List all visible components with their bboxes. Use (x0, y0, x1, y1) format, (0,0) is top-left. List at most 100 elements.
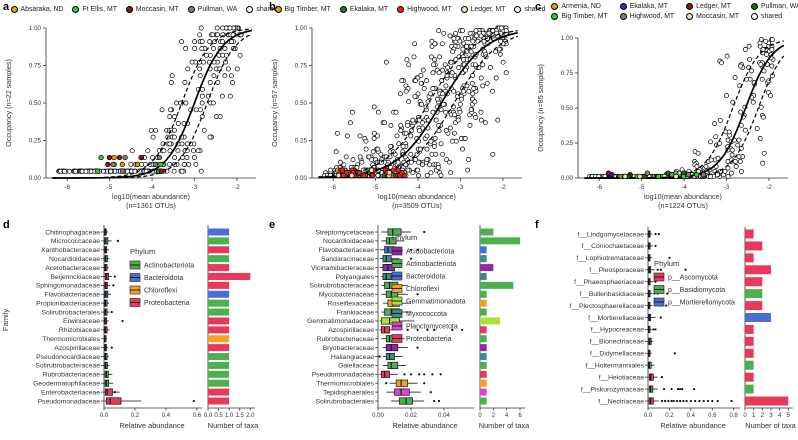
phylum-legend-title: Phylum (654, 259, 679, 268)
family-row: f__Lindgomycetaceae (577, 229, 754, 239)
otu-point (199, 93, 205, 99)
otu-point (403, 88, 409, 94)
outlier-point (403, 373, 406, 376)
site-point (95, 168, 101, 174)
otu-point (179, 39, 185, 45)
site-legend-item: Ledger, MT (686, 3, 739, 10)
family-label: Rubrobacteriaceae (43, 372, 101, 379)
box-x-tick-label: 0.04 (438, 413, 450, 419)
taxa-bar (208, 264, 230, 272)
otu-point (357, 154, 363, 160)
x-tick-label: -6 (330, 184, 336, 191)
taxa-bar (480, 370, 487, 378)
y-axis-label: Family (1, 309, 10, 332)
outlier-point (660, 376, 664, 379)
taxa-bar (480, 397, 487, 405)
family-label: Enterobacteriaceae (41, 389, 100, 396)
otu-point (349, 109, 355, 115)
y-tick-label: 0.00 (295, 175, 308, 182)
phylum-legend: Phylum Acidobacteriota Actinobacteriota Bac… (391, 233, 466, 343)
otu-point (171, 168, 177, 174)
bar-x-tick-label: 6 (518, 413, 522, 419)
taxa-bar (480, 388, 487, 396)
otu-point (428, 54, 434, 60)
otu-point (424, 157, 430, 163)
otu-point (428, 170, 434, 176)
otu-point (408, 159, 414, 165)
otu-point (67, 168, 73, 174)
panel-f: f 0.0 0.2 0.4 0.6 0.8 0 1 2 3 4 5 Relative abundanc… (532, 218, 798, 440)
otu-point (148, 127, 154, 133)
otu-point (210, 100, 216, 106)
otu-point (708, 139, 713, 145)
otu-point (195, 148, 201, 154)
otu-point (405, 167, 411, 173)
site-point (158, 168, 164, 174)
site-point (98, 154, 104, 161)
y-tick-label: 1.00 (295, 25, 308, 32)
bar-x-tick-label: 1.5 (236, 413, 245, 419)
outlier-point (409, 373, 413, 376)
bar-x-tick-label: 0.0 (204, 413, 213, 419)
box-x-tick-label: 0.6 (193, 413, 202, 419)
family-label: f__Mortierellaceae (588, 315, 644, 322)
otu-point (433, 117, 439, 123)
outlier-point (679, 387, 682, 391)
otu-point (448, 170, 454, 176)
otu-point (498, 30, 504, 36)
site-legend-item: Absaraka, ND (10, 6, 63, 13)
otu-point (183, 100, 189, 106)
site-points (335, 167, 408, 179)
taxa-bar (208, 335, 230, 343)
otu-point (715, 155, 721, 161)
otu-point (441, 30, 447, 36)
otu-point (761, 150, 767, 156)
site-legend-label: Pullman, WA (761, 3, 798, 10)
otu-point (478, 117, 484, 123)
family-label: Mycobacteriaceae (319, 292, 374, 299)
site-marker-icon (72, 6, 80, 13)
panel-e: e 0.00 0.02 0.04 0 2 4 6 Relative abundance Numb… (266, 218, 532, 440)
otu-point (451, 88, 457, 94)
otu-point (490, 151, 496, 157)
otu-point (758, 104, 764, 110)
taxa-bar (208, 326, 230, 334)
otu-point (394, 133, 400, 139)
site-point (105, 161, 111, 168)
outlier-point (698, 399, 701, 403)
otu-point (443, 128, 449, 134)
outlier-point (654, 244, 657, 248)
otu-point (724, 93, 729, 99)
box (387, 228, 402, 236)
family-label: f__Lophiotremataceae (576, 255, 644, 262)
otu-point (439, 41, 445, 47)
otu-point (434, 96, 440, 102)
scatter-points (587, 37, 776, 179)
otu-point (447, 125, 453, 131)
box-x-tick-label: 0.8 (730, 413, 739, 419)
otu-point (460, 46, 466, 52)
otu-point (199, 39, 205, 45)
otu-point (769, 63, 775, 69)
taxa-bar (208, 308, 230, 316)
outlier-point (416, 293, 419, 296)
taxa-bar (745, 289, 763, 299)
otu-point (733, 164, 739, 169)
otu-point (397, 91, 403, 97)
otu-point (499, 25, 505, 31)
bar-x-tick-label: 5 (787, 413, 791, 419)
otu-point (410, 170, 416, 176)
y-tick-label: 0.75 (561, 70, 574, 77)
otu-point (217, 114, 223, 120)
site-legend-a: Absaraka, ND Ft Ellis, MT Moccasin, MT Pull… (10, 6, 277, 13)
site-marker-icon (339, 6, 347, 13)
otu-point (725, 173, 731, 179)
otu-point (460, 146, 466, 152)
family-label: Haliangiaceae (331, 354, 374, 361)
site-legend-item: Moccasin, MT (686, 13, 739, 20)
otu-point (722, 168, 728, 174)
outlier-point (682, 399, 685, 403)
site-points (605, 170, 707, 180)
otu-point (420, 67, 426, 73)
site-point (680, 173, 687, 180)
